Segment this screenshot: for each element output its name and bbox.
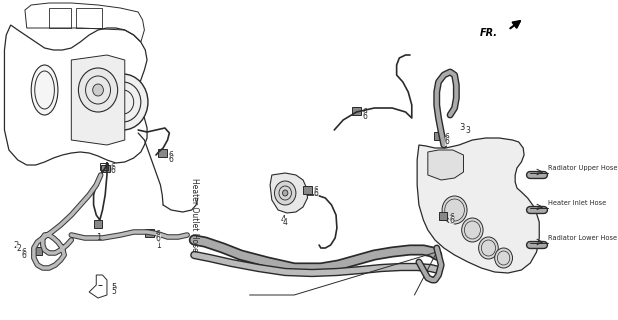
Text: 6: 6	[156, 234, 161, 243]
Circle shape	[478, 237, 498, 259]
Text: 1: 1	[96, 233, 101, 242]
Text: FR.: FR.	[480, 28, 497, 38]
Text: 6: 6	[363, 108, 368, 117]
Circle shape	[282, 190, 288, 196]
Text: 6: 6	[445, 133, 450, 142]
Text: 5: 5	[111, 283, 117, 292]
Circle shape	[462, 218, 483, 242]
Polygon shape	[434, 132, 443, 140]
Circle shape	[274, 181, 296, 205]
Text: 2: 2	[14, 241, 19, 250]
Polygon shape	[158, 149, 167, 157]
Circle shape	[494, 248, 512, 268]
Polygon shape	[303, 186, 312, 194]
Polygon shape	[71, 55, 125, 145]
Text: 6: 6	[156, 230, 161, 239]
Polygon shape	[417, 138, 540, 273]
Polygon shape	[439, 212, 447, 220]
Text: 3: 3	[459, 123, 464, 132]
Text: 5: 5	[111, 287, 116, 297]
Polygon shape	[33, 247, 42, 255]
Text: 6: 6	[449, 213, 454, 222]
Text: 6: 6	[363, 111, 368, 121]
Circle shape	[78, 68, 117, 112]
Text: 6: 6	[169, 151, 173, 160]
Text: Heater Outlet Hose: Heater Outlet Hose	[190, 178, 199, 252]
Text: 6: 6	[445, 137, 450, 146]
Circle shape	[93, 84, 103, 96]
Text: 4: 4	[281, 215, 286, 224]
Polygon shape	[428, 150, 464, 180]
Polygon shape	[352, 107, 361, 115]
Text: 1: 1	[156, 241, 161, 250]
Text: Radiator Upper Hose: Radiator Upper Hose	[548, 165, 617, 171]
Text: 6: 6	[314, 188, 319, 197]
Text: Radiator Lower Hose: Radiator Lower Hose	[548, 235, 617, 241]
Text: 6: 6	[111, 165, 116, 174]
Text: 6: 6	[314, 186, 319, 195]
Text: 4: 4	[282, 218, 287, 227]
Text: 6: 6	[22, 248, 27, 257]
Polygon shape	[270, 173, 308, 213]
Polygon shape	[93, 220, 103, 228]
Text: 6: 6	[449, 215, 454, 225]
Text: Heater Inlet Hose: Heater Inlet Hose	[548, 200, 606, 206]
Text: 2: 2	[16, 244, 21, 252]
Text: 6: 6	[22, 251, 27, 260]
Polygon shape	[101, 165, 109, 172]
Text: 6: 6	[111, 163, 116, 172]
Circle shape	[98, 74, 148, 130]
Text: 6: 6	[169, 155, 173, 164]
Circle shape	[442, 196, 467, 224]
Text: 3: 3	[465, 125, 470, 134]
Ellipse shape	[31, 65, 58, 115]
Polygon shape	[145, 229, 154, 237]
